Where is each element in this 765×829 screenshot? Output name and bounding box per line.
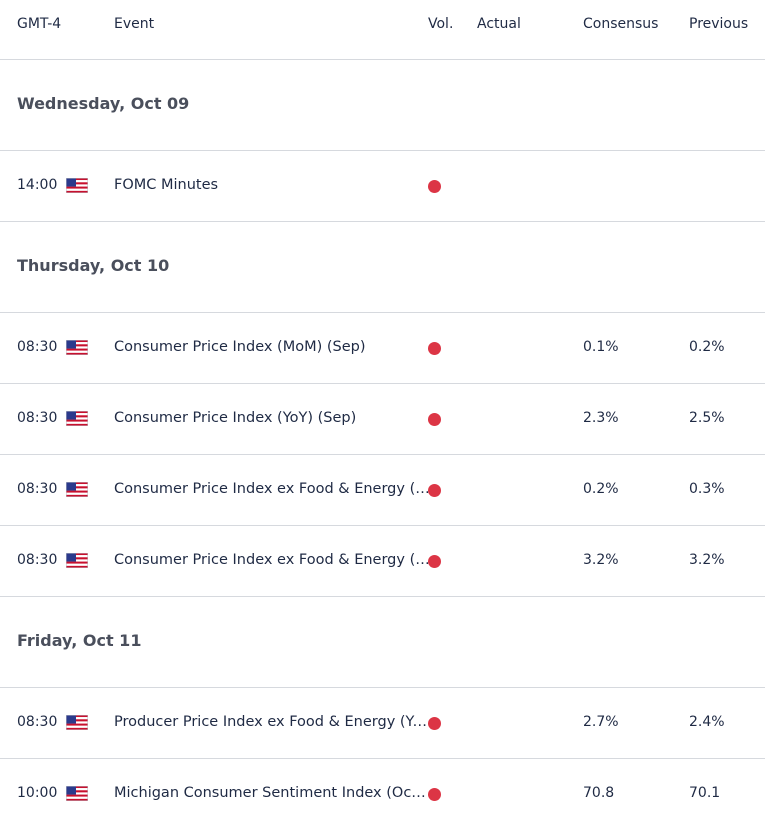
us-flag-icon — [66, 340, 88, 355]
event-consensus: 70.8 — [583, 785, 615, 801]
day-label: Thursday, Oct 10 — [17, 256, 170, 275]
day-group-header: Friday, Oct 11 — [0, 597, 765, 688]
event-consensus: 2.3% — [583, 410, 619, 426]
event-consensus: 2.7% — [583, 714, 619, 730]
column-header-volatility[interactable]: Vol. — [428, 16, 454, 32]
event-name[interactable]: Michigan Consumer Sentiment Index (Oct) … — [114, 785, 430, 801]
high-volatility-dot-icon — [428, 788, 441, 801]
high-volatility-dot-icon — [428, 413, 441, 426]
table-header: GMT-4 Event Vol. Actual Consensus Previo… — [0, 0, 765, 60]
us-flag-icon — [66, 178, 88, 193]
event-row[interactable]: 10:00 Michigan Consumer Sentiment Index … — [0, 759, 765, 829]
column-header-consensus[interactable]: Consensus — [583, 16, 659, 32]
event-previous: 70.1 — [689, 785, 721, 801]
day-label: Friday, Oct 11 — [17, 631, 142, 650]
event-row[interactable]: 08:30 Consumer Price Index (MoM) (Sep) 0… — [0, 313, 765, 384]
day-label: Wednesday, Oct 09 — [17, 94, 190, 113]
us-flag-icon — [66, 482, 88, 497]
event-previous: 0.2% — [689, 339, 725, 355]
high-volatility-dot-icon — [428, 555, 441, 568]
event-previous: 0.3% — [689, 481, 725, 497]
column-header-previous[interactable]: Previous — [689, 16, 749, 32]
us-flag-icon — [66, 411, 88, 426]
event-row[interactable]: 08:30 Consumer Price Index ex Food & Ene… — [0, 526, 765, 597]
column-header-event[interactable]: Event — [114, 16, 155, 32]
event-row[interactable]: 08:30 Consumer Price Index ex Food & Ene… — [0, 455, 765, 526]
event-consensus: 0.1% — [583, 339, 619, 355]
event-time: 14:00 — [17, 177, 58, 193]
event-time: 08:30 — [17, 552, 58, 568]
high-volatility-dot-icon — [428, 180, 441, 193]
column-header-actual[interactable]: Actual — [477, 16, 521, 32]
high-volatility-dot-icon — [428, 717, 441, 730]
event-consensus: 3.2% — [583, 552, 619, 568]
event-consensus: 0.2% — [583, 481, 619, 497]
event-row[interactable]: 08:30 Producer Price Index ex Food & Ene… — [0, 688, 765, 759]
event-name[interactable]: Consumer Price Index ex Food & Energy (M… — [114, 481, 430, 497]
event-time: 08:30 — [17, 339, 58, 355]
day-group-header: Wednesday, Oct 09 — [0, 60, 765, 151]
column-header-time[interactable]: GMT-4 — [17, 16, 62, 32]
event-time: 08:30 — [17, 410, 58, 426]
high-volatility-dot-icon — [428, 342, 441, 355]
high-volatility-dot-icon — [428, 484, 441, 497]
event-previous: 2.4% — [689, 714, 725, 730]
us-flag-icon — [66, 715, 88, 730]
us-flag-icon — [66, 786, 88, 801]
event-time: 08:30 — [17, 714, 58, 730]
event-name[interactable]: Consumer Price Index ex Food & Energy (Y… — [114, 552, 430, 568]
event-previous: 3.2% — [689, 552, 725, 568]
event-name[interactable]: Producer Price Index ex Food & Energy (Y… — [114, 714, 430, 730]
day-group-header: Thursday, Oct 10 — [0, 222, 765, 313]
event-time: 08:30 — [17, 481, 58, 497]
event-name[interactable]: Consumer Price Index (YoY) (Sep) — [114, 410, 357, 426]
event-row[interactable]: 14:00 FOMC Minutes — [0, 151, 765, 222]
event-name[interactable]: FOMC Minutes — [114, 177, 219, 193]
event-time: 10:00 — [17, 785, 58, 801]
event-previous: 2.5% — [689, 410, 725, 426]
event-name[interactable]: Consumer Price Index (MoM) (Sep) — [114, 339, 366, 355]
us-flag-icon — [66, 553, 88, 568]
event-row[interactable]: 08:30 Consumer Price Index (YoY) (Sep) 2… — [0, 384, 765, 455]
